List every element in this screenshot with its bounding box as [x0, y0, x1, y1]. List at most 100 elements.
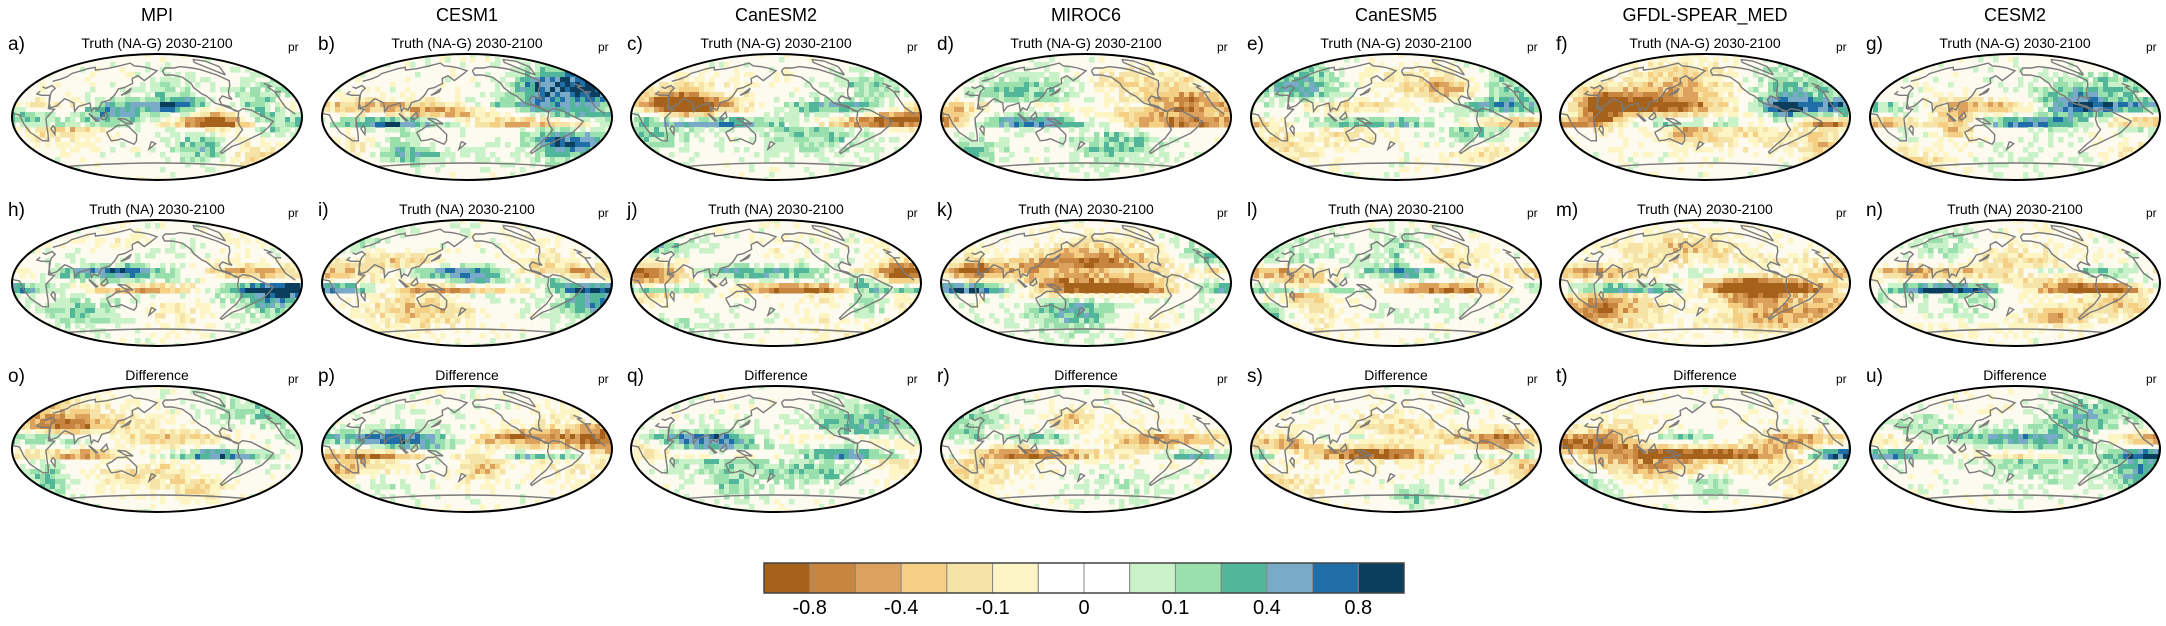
map-outline: [1559, 219, 1851, 347]
precip-field: [1870, 386, 2160, 512]
panel-title: Difference: [1983, 367, 2047, 383]
colorbar-tick-label: 0.4: [1252, 597, 1281, 619]
map-outline: [1869, 385, 2161, 513]
map-panel: [1250, 219, 1542, 347]
colorbar-swatch: [1266, 562, 1314, 594]
map-panel: [11, 219, 303, 347]
coastlines: [12, 58, 296, 171]
precip-field: [941, 386, 1231, 512]
map-panel: [321, 53, 613, 181]
variable-tag: pr: [288, 40, 299, 54]
variable-tag: pr: [598, 40, 609, 54]
model-title: MPI: [140, 5, 173, 25]
panel-title: Truth (NA) 2030-2100: [399, 201, 535, 217]
variable-tag: pr: [1527, 372, 1538, 386]
panel-label: c): [627, 34, 643, 55]
variable-tag: pr: [1527, 40, 1538, 54]
panel-title: Truth (NA-G) 2030-2100: [700, 35, 852, 51]
map-panel: [11, 385, 303, 513]
panel-title: Truth (NA-G) 2030-2100: [1939, 35, 2091, 51]
colorbar-swatch: [1220, 562, 1268, 594]
model-title: CESM2: [1983, 5, 2046, 25]
panel-label: s): [1247, 366, 1263, 387]
panel-title: Truth (NA-G) 2030-2100: [1010, 35, 1162, 51]
colorbar-swatch: [946, 562, 994, 594]
panel-title: Difference: [744, 367, 808, 383]
colorbar-tick-label: 0.1: [1161, 597, 1190, 619]
map-outline: [940, 219, 1232, 347]
map-outline: [630, 219, 922, 347]
panel-label: m): [1556, 200, 1579, 221]
variable-tag: pr: [1836, 40, 1847, 54]
precip-field: [941, 220, 1231, 346]
model-title: CanESM5: [1354, 5, 1438, 25]
panel-title: Truth (NA) 2030-2100: [1018, 201, 1154, 217]
variable-tag: pr: [598, 206, 609, 220]
map-outline: [1869, 219, 2161, 347]
precip-field: [12, 54, 302, 180]
precip-field: [1560, 386, 1850, 512]
panel-title: Truth (NA) 2030-2100: [1637, 201, 1773, 217]
map-outline: [321, 385, 613, 513]
map-panel: [1869, 53, 2161, 181]
coastlines: [1251, 58, 1535, 171]
variable-tag: pr: [2146, 372, 2157, 386]
map-outline: [1559, 53, 1851, 181]
variable-tag: pr: [1217, 372, 1228, 386]
precip-field: [12, 386, 302, 512]
panel-label: j): [627, 200, 638, 221]
variable-tag: pr: [907, 40, 918, 54]
precip-field: [1251, 220, 1541, 346]
map-outline: [1250, 385, 1542, 513]
model-title: GFDL-SPEAR_MED: [1622, 5, 1788, 25]
map-panel: [1250, 385, 1542, 513]
colorbar-swatch: [1357, 562, 1405, 594]
panel-label: b): [318, 34, 335, 55]
panel-label: e): [1247, 34, 1264, 55]
variable-tag: pr: [1217, 40, 1228, 54]
map-outline: [321, 53, 613, 181]
colorbar-swatch: [992, 562, 1039, 594]
panel-label: t): [1556, 366, 1568, 387]
map-panel: [630, 53, 922, 181]
map-outline: [321, 219, 613, 347]
panel-label: i): [318, 200, 329, 221]
panel-label: k): [937, 200, 953, 221]
colorbar-swatch: [763, 562, 811, 594]
panel-title: Difference: [125, 367, 189, 383]
precip-field: [1251, 54, 1541, 180]
map-panel: [321, 385, 613, 513]
map-outline: [11, 53, 303, 181]
panel-label: p): [318, 366, 335, 387]
colorbar-tick-label: -0.1: [975, 597, 1010, 619]
precip-field: [1560, 54, 1850, 180]
model-title: CanESM2: [734, 5, 818, 25]
colorbar: [763, 562, 1405, 594]
map-panel: [940, 385, 1232, 513]
panel-title: Truth (NA) 2030-2100: [1328, 201, 1464, 217]
panel-label: r): [937, 366, 950, 387]
precip-field: [1251, 386, 1541, 512]
variable-tag: pr: [1836, 206, 1847, 220]
map-panel: [630, 385, 922, 513]
colorbar-swatch: [1129, 562, 1176, 594]
variable-tag: pr: [907, 372, 918, 386]
variable-tag: pr: [288, 206, 299, 220]
panel-label: g): [1866, 34, 1883, 55]
variable-tag: pr: [2146, 206, 2157, 220]
colorbar-tick-label: 0.8: [1344, 597, 1373, 619]
map-panel: [1869, 385, 2161, 513]
map-outline: [11, 385, 303, 513]
map-panel: [321, 219, 613, 347]
map-outline: [1869, 53, 2161, 181]
precip-field: [941, 54, 1231, 180]
map-outline: [11, 219, 303, 347]
colorbar-tick-label: -0.4: [883, 597, 919, 619]
map-panel: [1559, 385, 1851, 513]
precip-field: [631, 386, 921, 512]
panel-title: Truth (NA) 2030-2100: [708, 201, 844, 217]
precip-field: [322, 220, 612, 346]
map-panel: [1869, 219, 2161, 347]
precip-field: [322, 54, 612, 180]
colorbar-swatch: [854, 562, 902, 594]
